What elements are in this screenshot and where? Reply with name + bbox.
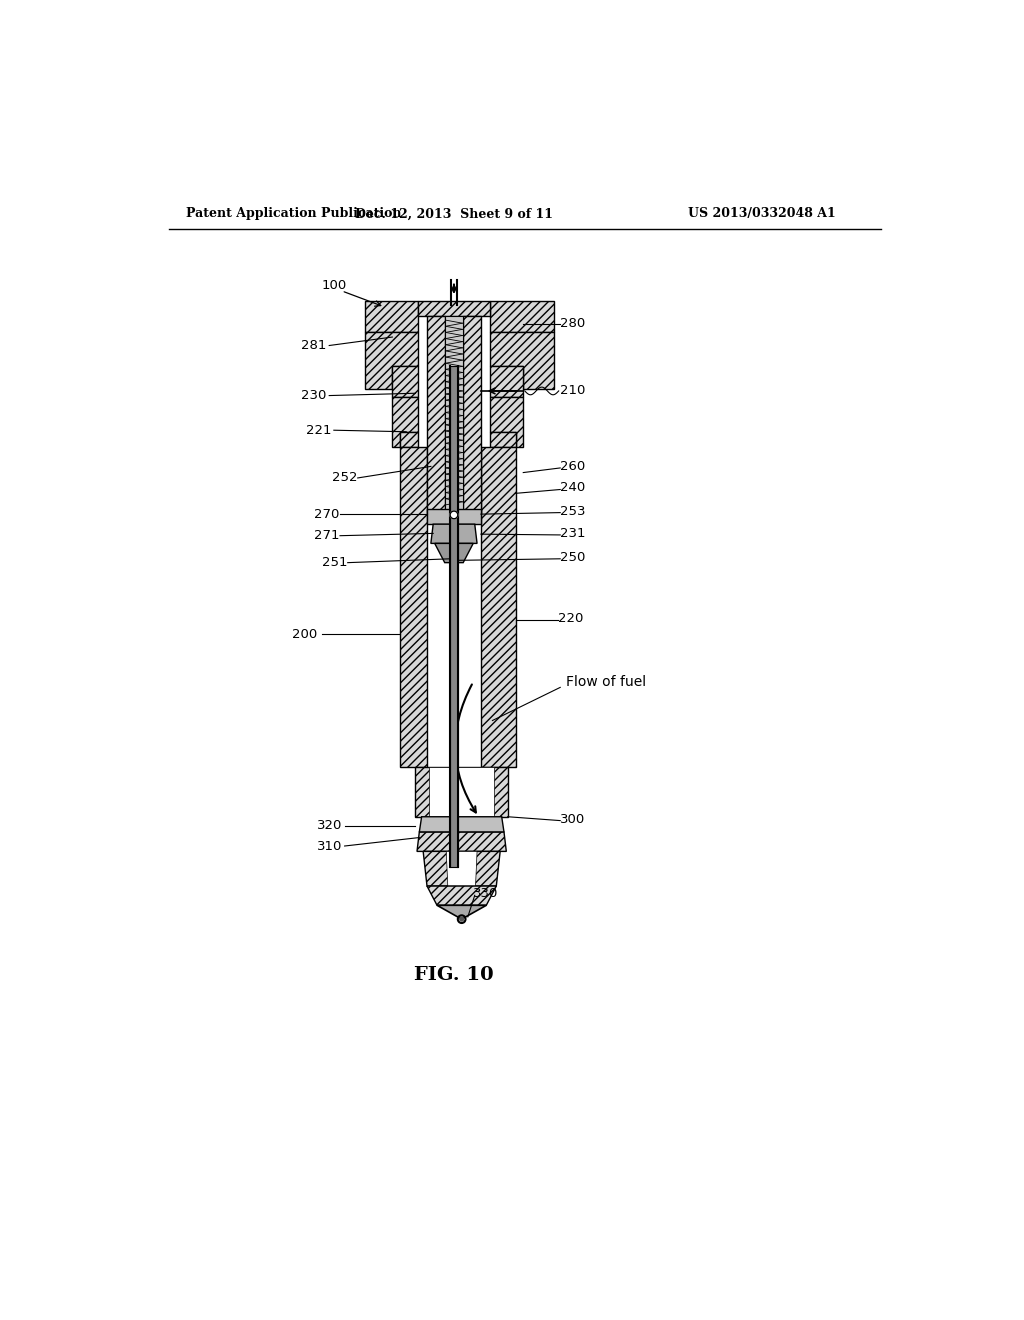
Polygon shape xyxy=(490,301,554,331)
Polygon shape xyxy=(400,432,418,447)
Text: 221: 221 xyxy=(306,424,332,437)
Polygon shape xyxy=(429,767,494,817)
Text: 250: 250 xyxy=(560,550,586,564)
Polygon shape xyxy=(392,397,418,447)
Text: 251: 251 xyxy=(322,556,347,569)
Polygon shape xyxy=(446,851,477,886)
Polygon shape xyxy=(431,524,477,544)
Polygon shape xyxy=(490,397,523,447)
Polygon shape xyxy=(435,544,473,562)
Polygon shape xyxy=(417,832,506,851)
Polygon shape xyxy=(463,317,481,512)
Text: 252: 252 xyxy=(333,471,357,484)
Bar xyxy=(451,367,458,867)
Text: 271: 271 xyxy=(313,529,339,543)
Text: 200: 200 xyxy=(292,628,317,640)
Text: 281: 281 xyxy=(301,339,327,352)
Text: 330: 330 xyxy=(473,887,499,900)
Text: 300: 300 xyxy=(560,813,586,825)
Polygon shape xyxy=(392,367,418,397)
Bar xyxy=(444,317,463,512)
Text: 240: 240 xyxy=(560,482,586,495)
Text: 310: 310 xyxy=(316,840,342,853)
Polygon shape xyxy=(427,317,444,512)
Polygon shape xyxy=(481,447,515,767)
Text: 260: 260 xyxy=(560,459,586,473)
Text: Flow of fuel: Flow of fuel xyxy=(565,675,646,689)
Text: 231: 231 xyxy=(560,527,586,540)
Polygon shape xyxy=(416,767,508,817)
Text: 280: 280 xyxy=(560,317,586,330)
Text: 230: 230 xyxy=(301,389,327,403)
Text: Dec. 12, 2013  Sheet 9 of 11: Dec. 12, 2013 Sheet 9 of 11 xyxy=(355,207,553,220)
Polygon shape xyxy=(418,301,490,317)
Circle shape xyxy=(451,511,458,519)
Text: 100: 100 xyxy=(322,279,347,292)
Polygon shape xyxy=(400,447,427,767)
Polygon shape xyxy=(427,508,481,524)
Polygon shape xyxy=(490,432,515,447)
Text: 210: 210 xyxy=(560,384,586,397)
Text: 253: 253 xyxy=(560,504,586,517)
Polygon shape xyxy=(419,817,504,832)
Text: Patent Application Publication: Patent Application Publication xyxy=(186,207,401,220)
Text: US 2013/0332048 A1: US 2013/0332048 A1 xyxy=(688,207,836,220)
Text: FIG. 10: FIG. 10 xyxy=(414,966,494,983)
Polygon shape xyxy=(423,851,500,886)
Polygon shape xyxy=(366,331,418,389)
Text: 220: 220 xyxy=(558,612,584,626)
Polygon shape xyxy=(490,331,554,389)
Text: 270: 270 xyxy=(313,508,339,520)
Text: 320: 320 xyxy=(316,820,342,833)
Polygon shape xyxy=(366,301,418,331)
Polygon shape xyxy=(490,367,523,397)
Circle shape xyxy=(460,917,464,921)
Polygon shape xyxy=(437,906,486,919)
Polygon shape xyxy=(427,886,497,906)
